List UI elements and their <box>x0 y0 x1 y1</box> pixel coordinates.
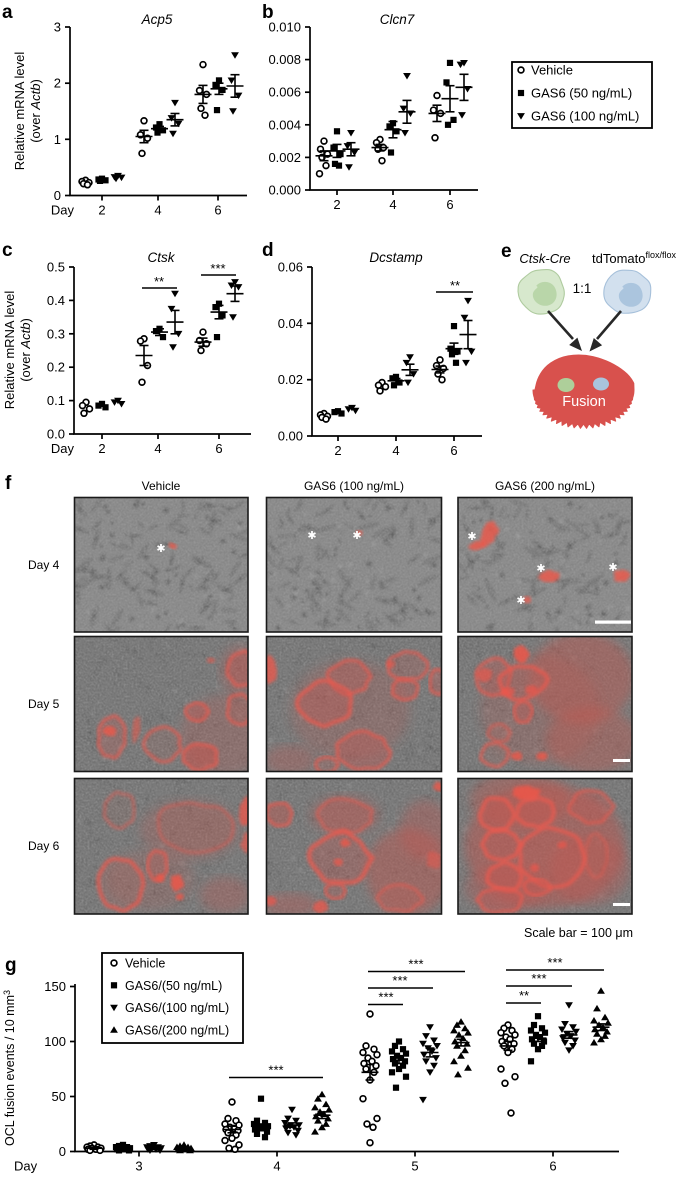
svg-text:0: 0 <box>59 1144 66 1159</box>
svg-text:GAS6 (50 ng/mL): GAS6 (50 ng/mL) <box>531 86 632 101</box>
svg-text:GAS6/(100 ng/mL): GAS6/(100 ng/mL) <box>125 1001 229 1015</box>
svg-text:0.004: 0.004 <box>268 117 301 132</box>
svg-text:0.02: 0.02 <box>278 372 303 387</box>
svg-text:1:1: 1:1 <box>573 281 592 296</box>
svg-text:✱: ✱ <box>516 595 525 607</box>
svg-text:**: ** <box>450 278 460 293</box>
svg-text:0.002: 0.002 <box>268 150 301 165</box>
svg-text:✱: ✱ <box>467 531 476 543</box>
svg-text:Relative mRNA level: Relative mRNA level <box>12 52 27 171</box>
svg-text:GAS6 (100 ng/mL): GAS6 (100 ng/mL) <box>531 109 639 124</box>
svg-text:Day: Day <box>14 1159 38 1174</box>
svg-text:Day: Day <box>51 441 75 456</box>
svg-text:(over Actb): (over Actb) <box>18 318 33 382</box>
svg-text:Vehicle: Vehicle <box>531 63 573 78</box>
svg-text:6: 6 <box>450 443 457 458</box>
svg-text:(over Actb): (over Actb) <box>28 79 43 143</box>
svg-text:4: 4 <box>154 441 161 456</box>
svg-text:0.3: 0.3 <box>47 326 65 341</box>
svg-text:4: 4 <box>154 203 161 218</box>
svg-text:6: 6 <box>446 197 453 212</box>
svg-text:✱: ✱ <box>536 563 545 575</box>
svg-text:4: 4 <box>392 443 399 458</box>
svg-text:GAS6 (100 ng/mL): GAS6 (100 ng/mL) <box>304 479 404 493</box>
svg-text:0.000: 0.000 <box>268 183 301 198</box>
svg-text:***: *** <box>378 990 393 1005</box>
svg-text:2: 2 <box>54 76 61 91</box>
svg-text:2: 2 <box>334 443 341 458</box>
svg-text:c: c <box>2 240 13 261</box>
svg-text:Ctsk: Ctsk <box>148 250 176 265</box>
svg-text:Vehicle: Vehicle <box>125 957 165 971</box>
svg-text:0.010: 0.010 <box>268 20 301 35</box>
svg-text:**: ** <box>154 274 164 289</box>
svg-text:g: g <box>5 955 17 976</box>
svg-text:0.2: 0.2 <box>47 360 65 375</box>
svg-text:150: 150 <box>44 979 66 994</box>
svg-text:d: d <box>262 240 274 261</box>
svg-text:3: 3 <box>54 20 61 35</box>
svg-text:Scale bar = 100 μm: Scale bar = 100 μm <box>524 926 633 940</box>
svg-text:✱: ✱ <box>608 562 617 574</box>
svg-text:**: ** <box>519 988 529 1003</box>
svg-text:3: 3 <box>135 1159 142 1174</box>
svg-text:Acp5: Acp5 <box>141 12 173 27</box>
svg-text:0: 0 <box>54 188 61 203</box>
svg-text:0.5: 0.5 <box>47 260 65 275</box>
svg-text:GAS6 (200 ng/mL): GAS6 (200 ng/mL) <box>495 479 595 493</box>
svg-text:100: 100 <box>44 1034 66 1049</box>
svg-text:✱: ✱ <box>307 530 316 542</box>
svg-text:✱: ✱ <box>156 543 165 555</box>
svg-text:e: e <box>501 241 512 262</box>
svg-text:2: 2 <box>98 203 105 218</box>
svg-text:6: 6 <box>549 1159 556 1174</box>
svg-text:0.00: 0.00 <box>278 429 303 444</box>
svg-text:f: f <box>5 473 12 494</box>
svg-text:0.06: 0.06 <box>278 260 303 275</box>
svg-text:50: 50 <box>52 1089 66 1104</box>
svg-text:0.006: 0.006 <box>268 85 301 100</box>
svg-text:Ctsk-Cre: Ctsk-Cre <box>519 251 570 266</box>
svg-text:6: 6 <box>214 203 221 218</box>
svg-text:2: 2 <box>98 441 105 456</box>
svg-text:Day 4: Day 4 <box>28 558 60 572</box>
svg-text:6: 6 <box>215 441 222 456</box>
svg-text:Day 5: Day 5 <box>28 697 60 711</box>
svg-text:***: *** <box>531 971 546 986</box>
svg-text:Relative mRNA level: Relative mRNA level <box>2 291 17 410</box>
svg-text:✱: ✱ <box>352 530 361 542</box>
svg-text:2: 2 <box>333 197 340 212</box>
svg-text:1: 1 <box>54 132 61 147</box>
svg-text:0.4: 0.4 <box>47 293 65 308</box>
svg-text:Dcstamp: Dcstamp <box>369 250 423 265</box>
svg-text:0.04: 0.04 <box>278 316 303 331</box>
svg-text:***: *** <box>408 957 423 972</box>
svg-text:a: a <box>2 2 13 23</box>
svg-text:GAS6/(200 ng/mL): GAS6/(200 ng/mL) <box>125 1023 229 1037</box>
svg-text:0.1: 0.1 <box>47 393 65 408</box>
svg-text:GAS6/(50 ng/mL): GAS6/(50 ng/mL) <box>125 979 222 993</box>
svg-text:5: 5 <box>411 1159 418 1174</box>
svg-text:Day: Day <box>51 203 75 218</box>
svg-text:0.0: 0.0 <box>47 427 65 442</box>
svg-text:Fusion: Fusion <box>562 394 606 410</box>
svg-text:0.008: 0.008 <box>268 52 301 67</box>
svg-text:***: *** <box>392 973 407 988</box>
svg-text:b: b <box>262 2 274 23</box>
svg-text:***: *** <box>268 1063 283 1078</box>
svg-text:OCL fusion events / 10 mm3: OCL fusion events / 10 mm3 <box>2 990 17 1146</box>
svg-text:4: 4 <box>273 1159 280 1174</box>
svg-text:Clcn7: Clcn7 <box>380 12 415 27</box>
svg-text:***: *** <box>210 261 225 276</box>
svg-text:Vehicle: Vehicle <box>142 479 181 493</box>
svg-text:4: 4 <box>389 197 396 212</box>
svg-text:***: *** <box>547 955 562 970</box>
svg-text:Day 6: Day 6 <box>28 839 60 853</box>
